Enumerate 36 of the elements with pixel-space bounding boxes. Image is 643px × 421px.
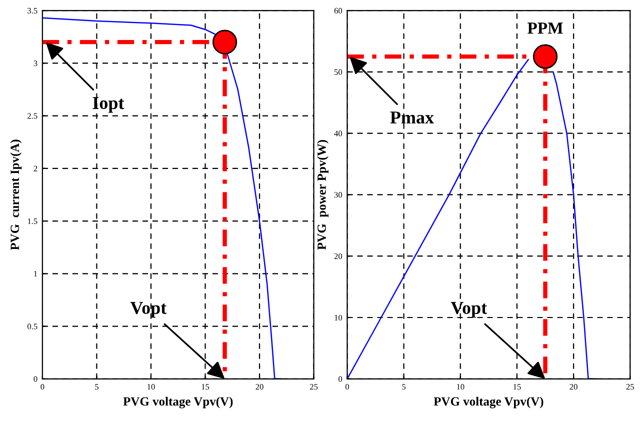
x-tick-label: 5 xyxy=(402,384,406,390)
annotation: Vopt xyxy=(130,302,167,318)
y-tick-label: 40 xyxy=(334,130,342,136)
y-tick-label: 20 xyxy=(334,253,342,260)
y-axis-title: PVG current Ipv(A) xyxy=(10,140,22,250)
y-tick-label: 2 xyxy=(34,166,38,172)
x-axis-title: PVG voltage Vpv(V) xyxy=(123,396,233,408)
y-tick-label: 0 xyxy=(338,376,342,382)
x-tick-label: 5 xyxy=(95,384,98,390)
y-tick-label: 3 xyxy=(34,60,38,66)
y-tick-label: 10 xyxy=(334,314,342,320)
annotation: Pmax xyxy=(390,112,434,124)
y-tick-label: 0 xyxy=(34,376,38,382)
x-tick-label: 15 xyxy=(202,384,210,390)
y-tick-label: 60 xyxy=(334,8,342,14)
x-tick-label: 20 xyxy=(256,384,264,390)
y-axis-title: PVG power Ppv(W) xyxy=(317,140,328,250)
y-tick-label: 30 xyxy=(334,192,342,198)
x-tick-label: 15 xyxy=(514,384,521,390)
annotation: Iopt xyxy=(92,97,124,113)
series-label: PPM xyxy=(528,22,563,34)
x-tick-label: 10 xyxy=(456,384,464,390)
y-tick-label: 1 xyxy=(34,271,38,277)
annotation: Vopt xyxy=(450,302,488,318)
y-tick-label: 3.5 xyxy=(28,8,38,14)
x-axis-title: PVG voltage Vpv(V) xyxy=(434,396,544,408)
x-tick-label: 0 xyxy=(345,384,349,390)
x-tick-label: 25 xyxy=(310,384,318,390)
x-tick-label: 0 xyxy=(40,384,44,390)
x-tick-label: 10 xyxy=(148,384,155,390)
x-tick-label: 20 xyxy=(570,384,578,390)
y-tick-label: 1.5 xyxy=(28,218,38,224)
x-tick-label: 25 xyxy=(626,384,634,390)
y-tick-label: 2.5 xyxy=(28,113,38,119)
y-tick-label: 0.5 xyxy=(27,324,38,330)
y-tick-label: 50 xyxy=(334,69,342,75)
